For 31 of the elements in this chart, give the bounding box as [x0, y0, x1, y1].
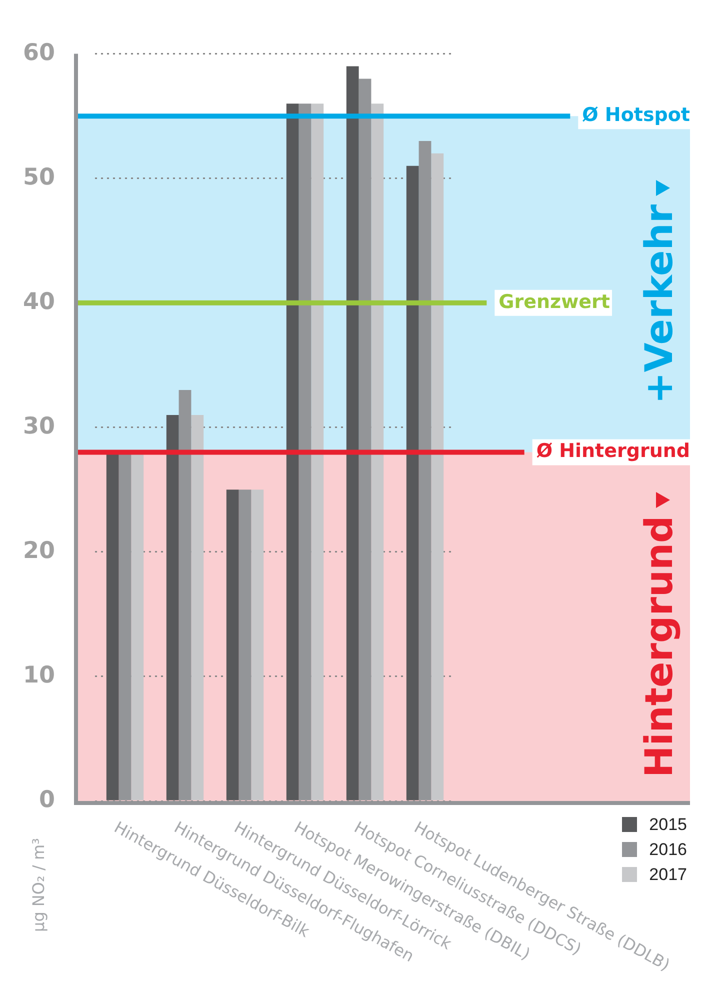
bar: [178, 390, 192, 800]
bar: [358, 78, 372, 800]
legend-label: 2015: [649, 814, 687, 834]
y-tick-label: 0: [38, 786, 55, 813]
bar: [251, 490, 264, 800]
bar: [238, 490, 252, 800]
legend-label: 2017: [649, 864, 687, 884]
ref-line-label: Ø Hintergrund: [536, 440, 690, 462]
y-tick-label: 50: [22, 164, 55, 190]
ref-line-label: Grenzwert: [498, 290, 610, 313]
bar: [286, 104, 299, 800]
bar: [311, 104, 324, 800]
bar: [166, 414, 179, 800]
y-axis-title: µg NO₂ / m³: [29, 838, 48, 932]
band-label: Hintergrund: [636, 516, 681, 778]
bar: [346, 66, 359, 800]
y-tick-label: 20: [22, 538, 55, 564]
bar: [226, 490, 239, 800]
bar: [298, 104, 312, 800]
bar: [418, 140, 432, 800]
y-tick-label: 30: [22, 413, 55, 440]
bar: [431, 153, 444, 800]
y-tick-label: 40: [22, 288, 55, 315]
y-tick-label: 60: [22, 40, 55, 66]
bar: [191, 414, 204, 800]
band-label: +Verkehr: [636, 204, 681, 404]
ref-line-label: Ø Hotspot: [582, 104, 690, 126]
bar: [371, 104, 384, 800]
bar: [406, 166, 419, 800]
y-tick-label: 10: [22, 662, 55, 688]
legend-label: 2016: [649, 840, 687, 860]
